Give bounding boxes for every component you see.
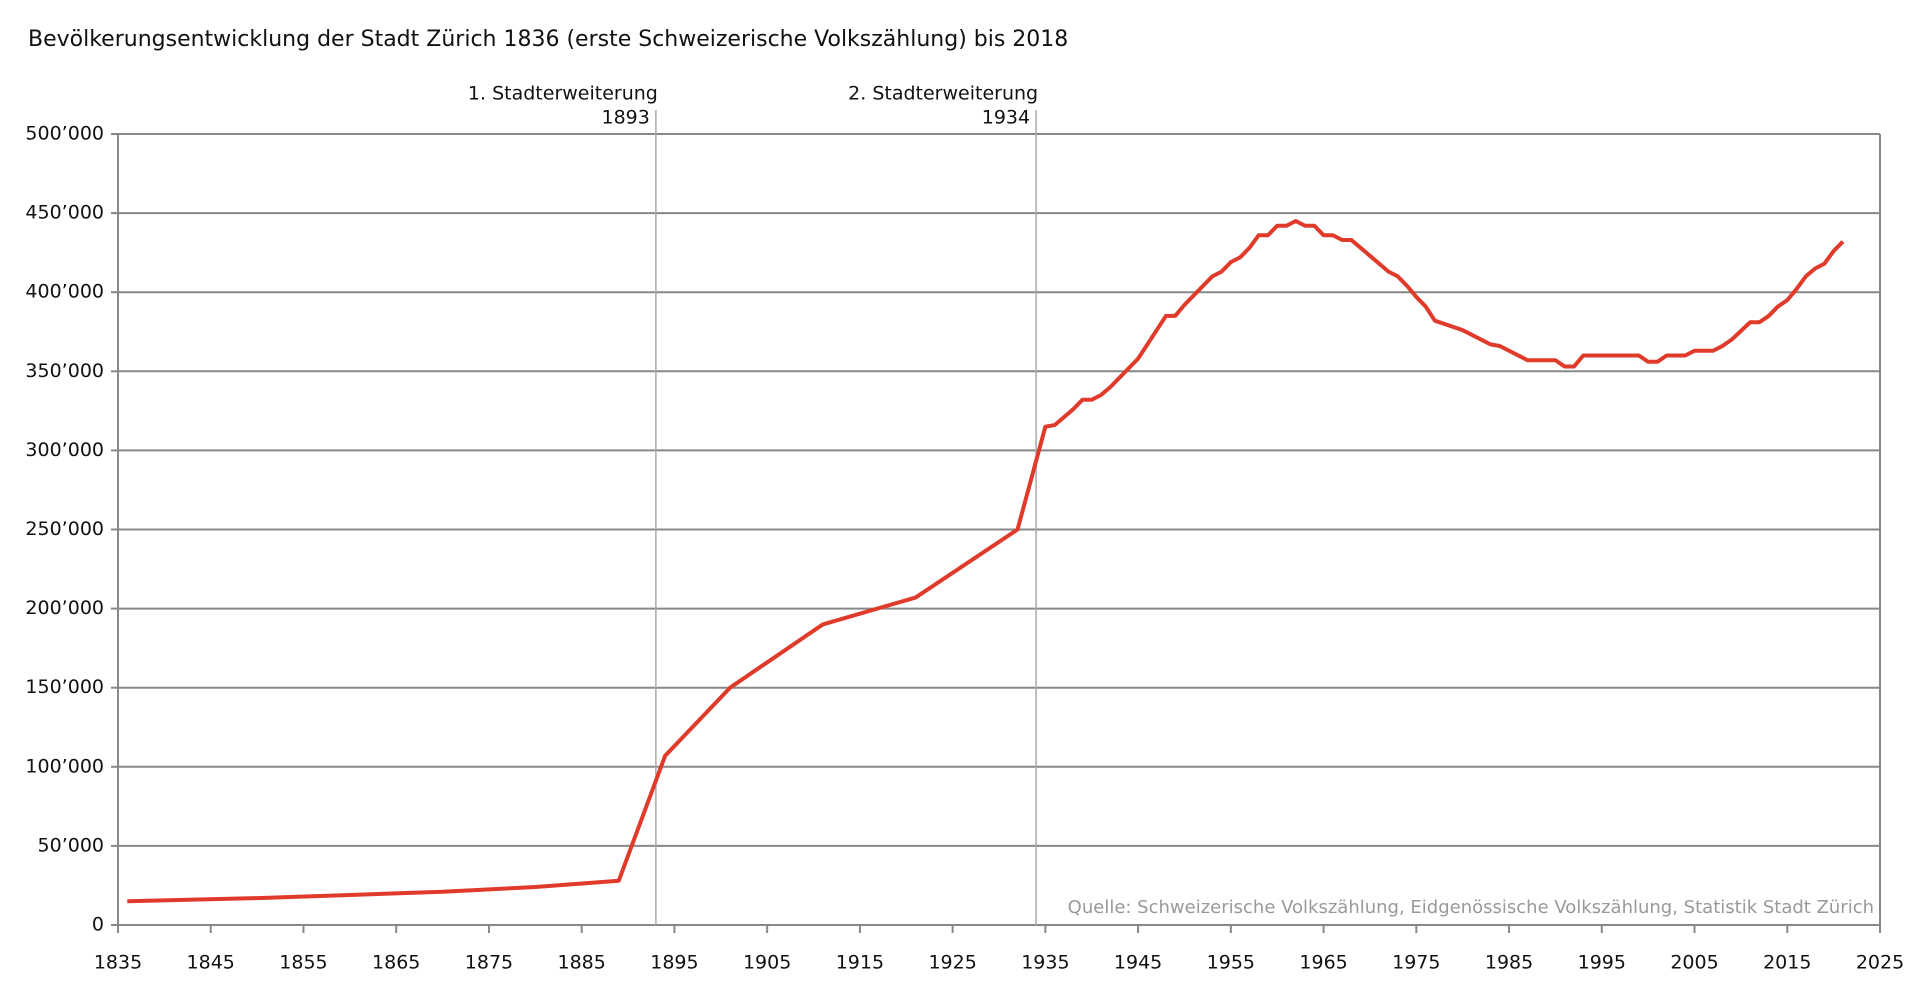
- y-tick-label: 50’000: [38, 834, 104, 856]
- annotation-year: 1934: [982, 107, 1030, 129]
- x-tick-label: 1955: [1207, 952, 1255, 974]
- x-tick-label: 1835: [94, 952, 142, 974]
- source: Quelle: Schweizerische Volkszählung, Eid…: [1068, 897, 1874, 918]
- annotation-label: 2. Stadterweiterung: [848, 83, 1038, 105]
- data-line: [127, 219, 1845, 904]
- x-tick-label: 1985: [1485, 952, 1533, 974]
- y-tick-label: 200’000: [25, 597, 104, 619]
- x-tick-label: 1925: [928, 952, 976, 974]
- annotation-label: 1. Stadterweiterung: [468, 83, 658, 105]
- y-tick-label: 350’000: [25, 360, 104, 382]
- x-tick-label: 1895: [650, 952, 698, 974]
- x-tick-label: 1875: [465, 952, 513, 974]
- y-tick-label: 400’000: [25, 281, 104, 303]
- x-tick-label: 2005: [1670, 952, 1718, 974]
- x-tick-label: 1915: [836, 952, 884, 974]
- x-tick-label: 2015: [1763, 952, 1811, 974]
- x-tick-label: 1945: [1114, 952, 1162, 974]
- x-tick-label: 1975: [1392, 952, 1440, 974]
- y-tick-label: 300’000: [25, 439, 104, 461]
- annotation-year: 1893: [602, 107, 650, 129]
- y-tick-label: 500’000: [25, 123, 104, 145]
- x-tick-label: 1885: [558, 952, 606, 974]
- y-tick-label: 150’000: [25, 676, 104, 698]
- x-tick-label: 1965: [1299, 952, 1347, 974]
- x-tick-label: 1935: [1021, 952, 1069, 974]
- x-tick-label: 1995: [1578, 952, 1626, 974]
- y-tick-label: 0: [92, 914, 104, 936]
- chart-title: Bevölkerungsentwicklung der Stadt Zürich…: [28, 27, 1068, 52]
- x-tick-label: 1905: [743, 952, 791, 974]
- x-tick-label: 1855: [279, 952, 327, 974]
- y-tick-label: 100’000: [25, 755, 104, 777]
- x-tick-label: 1845: [187, 952, 235, 974]
- x-tick-label: 2025: [1856, 952, 1904, 974]
- x-tick-label: 1865: [372, 952, 420, 974]
- y-tick-label: 250’000: [25, 518, 104, 540]
- y-tick-label: 450’000: [25, 202, 104, 224]
